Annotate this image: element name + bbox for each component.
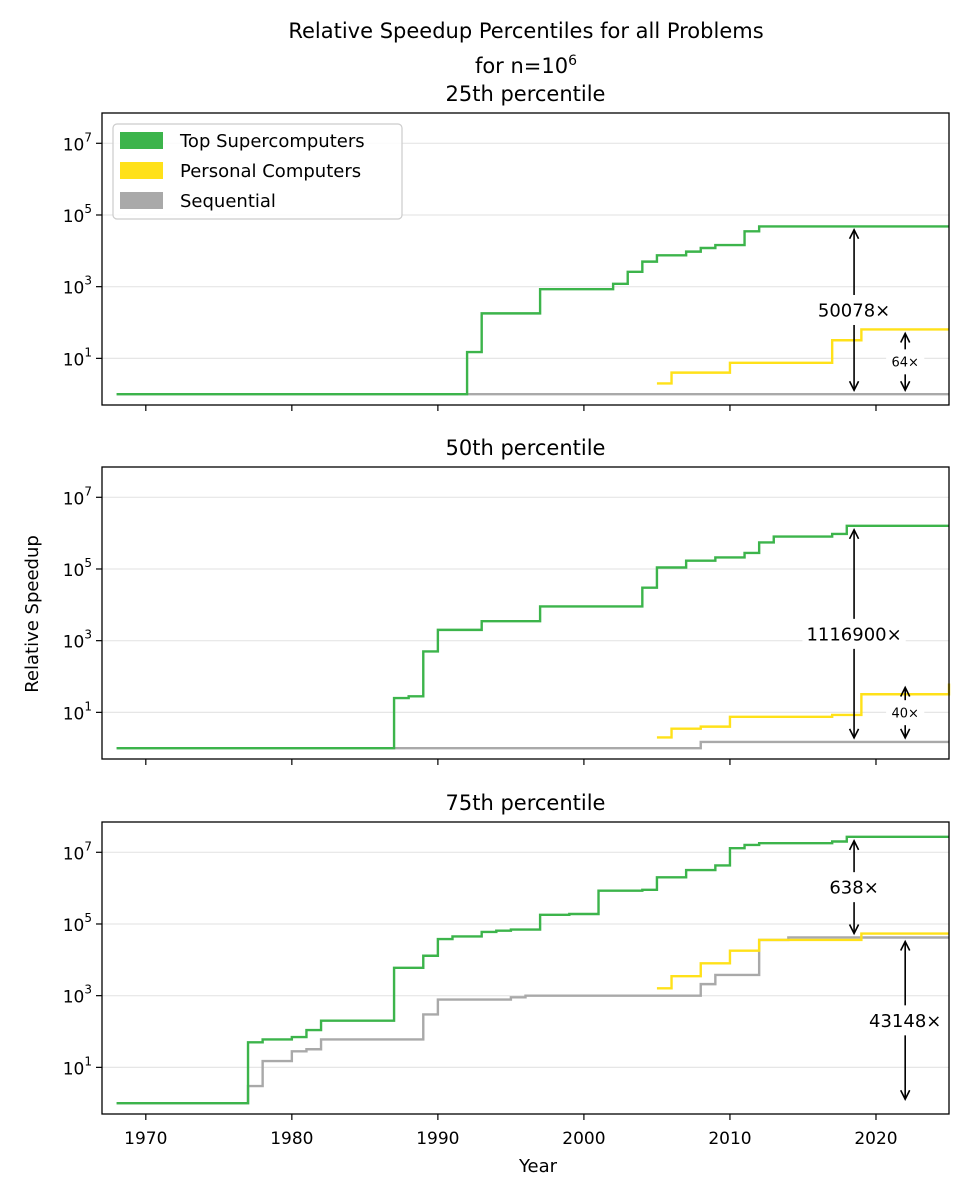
annotation-label: 64× — [891, 356, 918, 371]
x-tick-label: 1970 — [124, 1129, 167, 1149]
axes-frame — [101, 821, 950, 1115]
annotation-label: 40× — [891, 706, 918, 721]
series-personal-computers — [656, 683, 951, 739]
legend-swatch — [120, 162, 163, 179]
annotation-label-bg — [864, 1005, 946, 1036]
arrow-head-up — [899, 685, 911, 697]
arrow-head-down — [848, 728, 860, 740]
arrow-head-up — [848, 227, 860, 240]
y-grid — [102, 851, 949, 1068]
x-axis-label: Year — [518, 1156, 558, 1177]
arrow-head-down — [848, 380, 860, 392]
y-tick-label: 107 — [63, 130, 92, 155]
arrow-head-up — [848, 528, 860, 540]
arrow-head-down — [899, 728, 911, 740]
arrow-head-down — [848, 924, 860, 936]
y-axis-label: Relative Speedup — [22, 535, 43, 693]
x-tick-label: 1990 — [416, 1129, 459, 1149]
arrow-head-up — [899, 331, 911, 343]
title-line-2-text: for n=10 — [474, 54, 569, 78]
legend-label: Personal Computers — [180, 161, 361, 182]
speedup-annotation: 64× — [886, 331, 925, 392]
x-tick-label: 2010 — [708, 1129, 751, 1149]
annotation-label: 1116900× — [806, 624, 901, 645]
legend-label: Top Supercomputers — [179, 131, 365, 152]
y-tick-label: 101 — [63, 699, 92, 724]
series-top-supercomputers — [116, 835, 949, 1105]
annotation-label-bg — [824, 872, 884, 903]
series-personal-computers — [656, 932, 949, 990]
x-tick-label: 2000 — [562, 1129, 605, 1149]
speedup-annotation: 1116900× — [802, 528, 906, 740]
y-grid — [102, 496, 949, 713]
panel-subtitle: 50th percentile — [446, 436, 606, 460]
arrow-head-down — [899, 380, 911, 392]
panel-subtitle: 25th percentile — [446, 82, 606, 106]
annotation-label-bg — [802, 618, 906, 649]
legend-label: Sequential — [180, 191, 276, 212]
series-sequential — [116, 740, 949, 750]
series-top-supercomputers — [116, 225, 949, 396]
speedup-annotation: 40× — [886, 685, 925, 740]
y-tick-label: 105 — [63, 911, 92, 936]
x-tick-label: 2020 — [854, 1129, 897, 1149]
y-tick-label: 103 — [63, 274, 92, 299]
legend: Top Supercomputers Personal Computers Sequ… — [112, 123, 403, 220]
y-tick-label: 101 — [63, 345, 92, 370]
title-exponent: 6 — [568, 53, 578, 69]
x-tick-label: 1980 — [270, 1129, 313, 1149]
y-tick-label: 107 — [63, 484, 92, 509]
panel-3: 75th percentile 101 103 105 107 638× 43148× 197… — [63, 791, 950, 1149]
series-sequential — [116, 936, 949, 1105]
series-personal-computers — [656, 328, 949, 385]
arrow-head-up — [899, 939, 911, 951]
speedup-annotation: 50078× — [813, 227, 895, 392]
arrow-head-up — [848, 839, 860, 851]
annotation-label: 43148× — [869, 1011, 941, 1032]
legend-box — [112, 123, 403, 220]
annotation-label: 638× — [829, 878, 878, 899]
y-tick-label: 105 — [63, 556, 92, 581]
chart-title: Relative Speedup Percentiles for all Pro… — [0, 16, 975, 81]
panel-subtitle: 75th percentile — [446, 791, 606, 815]
series-top-supercomputers — [116, 524, 949, 750]
annotation-label-bg — [813, 294, 895, 325]
panel-2: 50th percentile 101 103 105 107 1116900× 40× — [63, 436, 951, 765]
speedup-annotation: 638× — [824, 839, 884, 936]
legend-swatch — [120, 192, 163, 209]
annotation-label-bg — [886, 700, 925, 726]
y-tick-label: 103 — [63, 628, 92, 653]
speedup-annotation: 43148× — [864, 939, 946, 1101]
annotation-label-bg — [886, 349, 925, 375]
y-tick-label: 101 — [63, 1054, 92, 1079]
axes-frame — [101, 466, 950, 760]
annotation-label: 50078× — [818, 300, 890, 321]
y-tick-label: 107 — [63, 839, 92, 864]
title-line-1: Relative Speedup Percentiles for all Pro… — [288, 19, 764, 43]
legend-swatch — [120, 132, 163, 149]
arrow-head-down — [899, 1089, 911, 1101]
title-line-2: for n=106 — [0, 46, 975, 81]
y-tick-label: 103 — [63, 983, 92, 1008]
y-tick-label: 105 — [63, 202, 92, 227]
axes-frame — [101, 112, 950, 406]
